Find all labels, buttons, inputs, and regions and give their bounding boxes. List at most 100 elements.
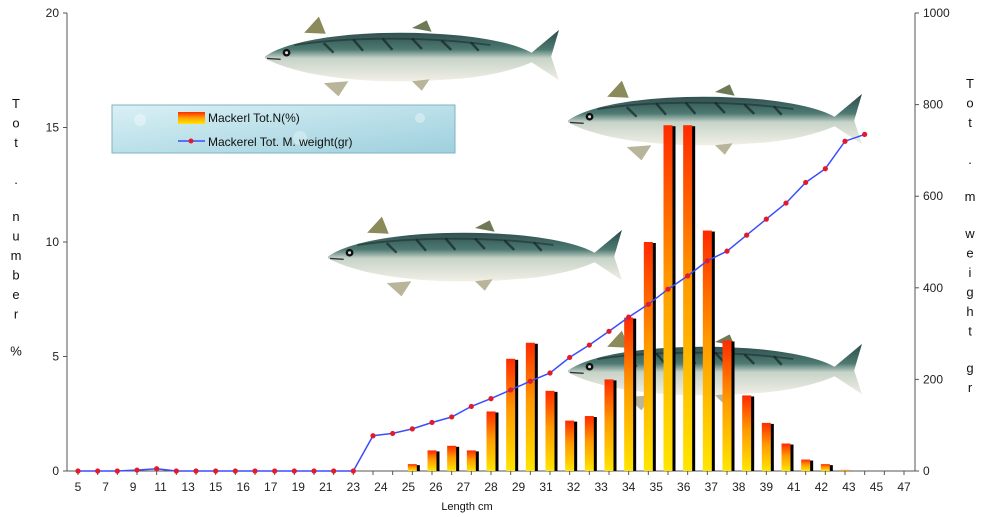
legend-box	[111, 104, 456, 154]
weight-point	[429, 419, 435, 426]
bar	[840, 469, 850, 471]
weight-point	[213, 468, 219, 474]
weight-point	[232, 468, 238, 474]
x-tick-label: 23	[347, 480, 361, 494]
right-tick-label: 200	[923, 372, 943, 386]
weight-point	[311, 468, 317, 474]
weight-point	[134, 467, 140, 473]
weight-point	[291, 468, 297, 474]
left-tick-label: 0	[52, 464, 59, 478]
right-tick-label: 600	[923, 189, 943, 203]
right-tick-label: 0	[923, 464, 930, 478]
x-tick-label: 29	[512, 480, 526, 494]
weight-point	[95, 468, 101, 474]
x-tick-label: 38	[732, 480, 746, 494]
bar	[604, 379, 614, 471]
weight-point	[862, 131, 868, 137]
x-tick-label: 24	[374, 480, 388, 494]
left-tick-label: 20	[46, 6, 60, 20]
x-axis-title: Length cm	[441, 501, 492, 513]
x-tick-label: 5	[75, 480, 82, 494]
x-tick-label: 26	[429, 480, 443, 494]
legend-bar-swatch	[178, 112, 205, 124]
weight-point	[547, 370, 553, 376]
weight-point	[449, 414, 455, 420]
x-tick-label: 25	[402, 480, 416, 494]
bar	[584, 416, 594, 471]
bar	[820, 464, 830, 471]
weight-point	[154, 466, 160, 472]
x-tick-label: 35	[650, 480, 664, 494]
left-tick-label: 15	[46, 121, 60, 135]
weight-point	[370, 433, 376, 439]
x-tick-label: 13	[181, 480, 195, 494]
weight-point	[586, 342, 592, 348]
weight-point	[665, 286, 671, 292]
bar	[781, 443, 791, 471]
weight-point	[606, 328, 612, 334]
x-tick-label: 17	[264, 480, 278, 494]
line-series	[75, 131, 868, 474]
x-tick-label: 32	[567, 480, 581, 494]
weight-point	[409, 426, 415, 432]
weight-point	[272, 468, 278, 474]
bar	[624, 317, 634, 471]
weight-point	[744, 232, 750, 238]
mackerel-fish-image	[263, 15, 561, 98]
bar	[663, 125, 673, 472]
left-tick-label: 5	[52, 350, 59, 364]
right-tick-label: 1000	[923, 6, 950, 20]
bar	[565, 420, 575, 471]
weight-point	[645, 301, 651, 307]
right-tick-label: 400	[923, 281, 943, 295]
bar-series	[407, 125, 853, 472]
weight-point	[842, 138, 848, 144]
weight-point	[803, 179, 809, 186]
x-tick-label: 43	[842, 480, 856, 494]
legend: Mackerl Tot.N(%) Mackerel Tot. M. weight…	[111, 104, 456, 154]
x-tick-label: 15	[209, 480, 223, 494]
x-tick-label: 31	[539, 480, 553, 494]
bar	[545, 390, 555, 471]
weight-point	[704, 258, 710, 264]
weight-point	[114, 468, 120, 474]
x-tick-label: 19	[292, 480, 306, 494]
weight-point	[508, 387, 514, 393]
x-tick-label: 45	[870, 480, 884, 494]
x-tick-label: 21	[319, 480, 333, 494]
bar	[466, 450, 476, 471]
mackerel-fish-image	[326, 215, 624, 298]
weight-point	[75, 468, 81, 474]
bar	[722, 340, 732, 471]
x-tick-label: 16	[237, 480, 251, 494]
weight-point	[468, 403, 474, 410]
mackerel-fish-image	[566, 79, 864, 162]
weight-point	[763, 216, 769, 222]
right-tick-label: 800	[923, 98, 943, 112]
x-axis-ticks: 5 7 9 11 13 15 16 17 19 21 23 24 25 26 27 28 29 31 32 33 34 3…	[75, 471, 911, 494]
x-tick-label: 42	[815, 480, 829, 494]
legend-line-marker	[188, 138, 194, 144]
x-tick-label: 36	[677, 480, 691, 494]
weight-point	[331, 468, 337, 474]
weight-point	[173, 468, 179, 474]
x-tick-label: 33	[594, 480, 608, 494]
bar	[702, 230, 712, 471]
bar	[801, 459, 811, 471]
x-tick-label: 28	[484, 480, 498, 494]
bar	[761, 422, 771, 471]
weight-point	[527, 378, 533, 384]
bar	[486, 411, 496, 471]
right-axis-ticks: 0 200 400 600 800 1000	[915, 6, 950, 478]
legend-line-label: Mackerel Tot. M. weight(gr)	[208, 135, 353, 149]
weight-point	[193, 468, 199, 474]
x-tick-label: 34	[622, 480, 636, 494]
weight-point	[488, 396, 494, 402]
weight-point	[724, 248, 730, 254]
bar	[447, 445, 457, 471]
